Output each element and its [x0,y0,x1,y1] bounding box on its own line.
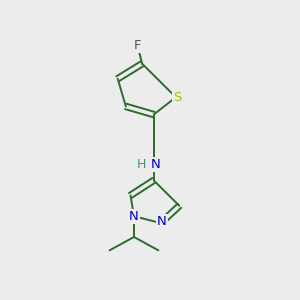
Text: H: H [136,158,146,171]
Text: S: S [173,91,181,104]
Text: N: N [157,215,167,229]
Text: N: N [151,158,161,171]
Text: N: N [129,210,139,223]
Text: F: F [134,39,141,52]
